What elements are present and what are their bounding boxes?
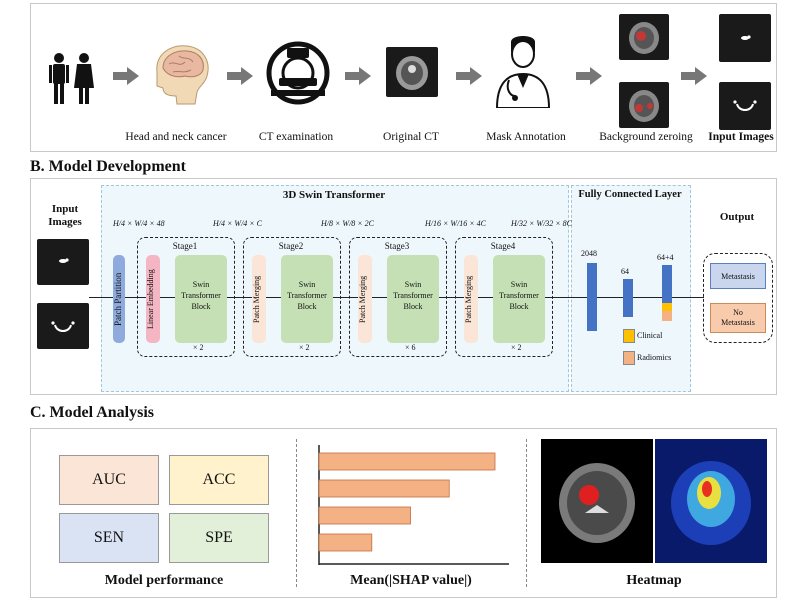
patch-merging-block <box>464 255 478 343</box>
patch-merging-block <box>252 255 266 343</box>
linear-embedding-label: Linear Embedding <box>146 269 155 329</box>
shap-bar <box>318 533 373 552</box>
step-label: Original CT <box>383 131 439 143</box>
repeat-label: × 2 <box>193 343 204 352</box>
section-title-c: C. Model Analysis <box>30 404 155 421</box>
panel-c: AUC ACC SEN SPE Model performance Mean(|… <box>30 428 777 598</box>
masked-ct-image <box>619 82 669 128</box>
clinical-label: Clinical <box>637 331 663 340</box>
panel-a: Head and neck cancer CT examination Orig… <box>30 3 777 152</box>
stage-box <box>243 237 341 357</box>
divider <box>296 439 297 587</box>
swin-block <box>281 255 333 343</box>
masked-ct-image <box>619 14 669 60</box>
fc-size-label: 64+4 <box>657 253 674 262</box>
dim-label: H/4 × W/4 × 48 <box>113 219 165 228</box>
fc-bar-radiomics <box>662 311 672 321</box>
swin-block <box>175 255 227 343</box>
shap-bar <box>318 452 496 471</box>
patch-merging-block <box>358 255 372 343</box>
input-image <box>719 14 771 62</box>
step-label: Mask Annotation <box>486 131 566 143</box>
shap-bar <box>318 479 450 498</box>
perf-caption: Model performance <box>104 573 224 588</box>
swin-block <box>387 255 439 343</box>
swin-block-label: Swin Transformer Block <box>393 280 433 311</box>
clinical-swatch <box>623 329 635 343</box>
dim-label: H/8 × W/8 × 2C <box>321 219 375 228</box>
dim-label: H/32 × W/32 × 8C <box>511 219 573 228</box>
shap-bar-chart <box>318 445 509 565</box>
step-label: Background zeroing <box>599 131 693 143</box>
step-label: CT examination <box>258 131 334 143</box>
patch-merging-label: Patch Merging <box>464 275 473 323</box>
fc-size-label: 64 <box>621 267 629 276</box>
divider <box>526 439 527 587</box>
metric-auc: AUC <box>59 455 159 505</box>
doctor-icon <box>495 36 551 108</box>
stage-label: Stage1 <box>172 241 198 251</box>
output-title: Output <box>719 211 755 223</box>
brain-head-icon <box>156 45 209 105</box>
heatmap-caption: Heatmap <box>626 573 682 588</box>
stage-label: Stage4 <box>490 241 516 251</box>
arrow-icon <box>113 67 139 85</box>
arrow-icon <box>681 67 707 85</box>
fc-bar <box>623 279 633 317</box>
panel-b: Input Images 3D Swin Transformer Fully C… <box>30 178 777 395</box>
fc-bar <box>662 265 672 303</box>
arrow-icon <box>227 67 253 85</box>
radiomics-label: Radiomics <box>637 353 672 362</box>
output-metastasis: Metastasis <box>710 263 766 289</box>
step-label: Head and neck cancer <box>125 131 227 143</box>
arrow-icon <box>576 67 602 85</box>
fc-bar <box>587 263 597 331</box>
shap-bar <box>318 506 411 525</box>
input-image <box>37 239 89 285</box>
fc-bar-clinical <box>662 303 672 311</box>
ct-scanner-icon <box>266 41 330 105</box>
repeat-label: × 6 <box>405 343 416 352</box>
arrow-icon <box>345 67 371 85</box>
stage-box <box>455 237 553 357</box>
dim-label: H/16 × W/16 × 4C <box>425 219 487 228</box>
stage-label: Stage3 <box>384 241 410 251</box>
input-images-label: Input Images <box>48 203 82 228</box>
section-title-b: B. Model Development <box>30 158 186 175</box>
output-box <box>703 253 773 343</box>
people-icon <box>49 53 94 104</box>
fc-title: Fully Connected Layer <box>578 189 682 200</box>
metric-spe: SPE <box>169 513 269 563</box>
step-label: Input Images <box>708 131 774 143</box>
output-no-metastasis: No Metastasis <box>710 303 766 333</box>
dim-label: H/4 × W/4 × C <box>213 219 263 228</box>
patch-partition-label: Patch Partition <box>113 272 123 326</box>
swin-block-label: Swin Transformer Block <box>499 280 539 311</box>
input-image <box>719 82 771 130</box>
swin-block-label: Swin Transformer Block <box>287 280 327 311</box>
patch-partition-block <box>113 255 125 343</box>
ct-overlay-image <box>541 439 653 563</box>
metric-sen: SEN <box>59 513 159 563</box>
repeat-label: × 2 <box>299 343 310 352</box>
heatmap-image <box>655 439 767 563</box>
metric-acc: ACC <box>169 455 269 505</box>
patch-merging-label: Patch Merging <box>252 275 261 323</box>
patch-merging-label: Patch Merging <box>358 275 367 323</box>
arrow-icon <box>456 67 482 85</box>
input-image <box>37 303 89 349</box>
stage-box <box>137 237 235 357</box>
shap-caption: Mean(|SHAP value|) <box>350 573 472 588</box>
linear-embedding-block <box>146 255 160 343</box>
swin-transformer-title: 3D Swin Transformer <box>282 189 386 201</box>
repeat-label: × 2 <box>511 343 522 352</box>
original-ct-image <box>386 47 438 97</box>
swin-block <box>493 255 545 343</box>
fc-size-label: 2048 <box>581 249 597 258</box>
swin-block-label: Swin Transformer Block <box>181 280 221 311</box>
stage-label: Stage2 <box>278 241 304 251</box>
radiomics-swatch <box>623 351 635 365</box>
stage-box <box>349 237 447 357</box>
